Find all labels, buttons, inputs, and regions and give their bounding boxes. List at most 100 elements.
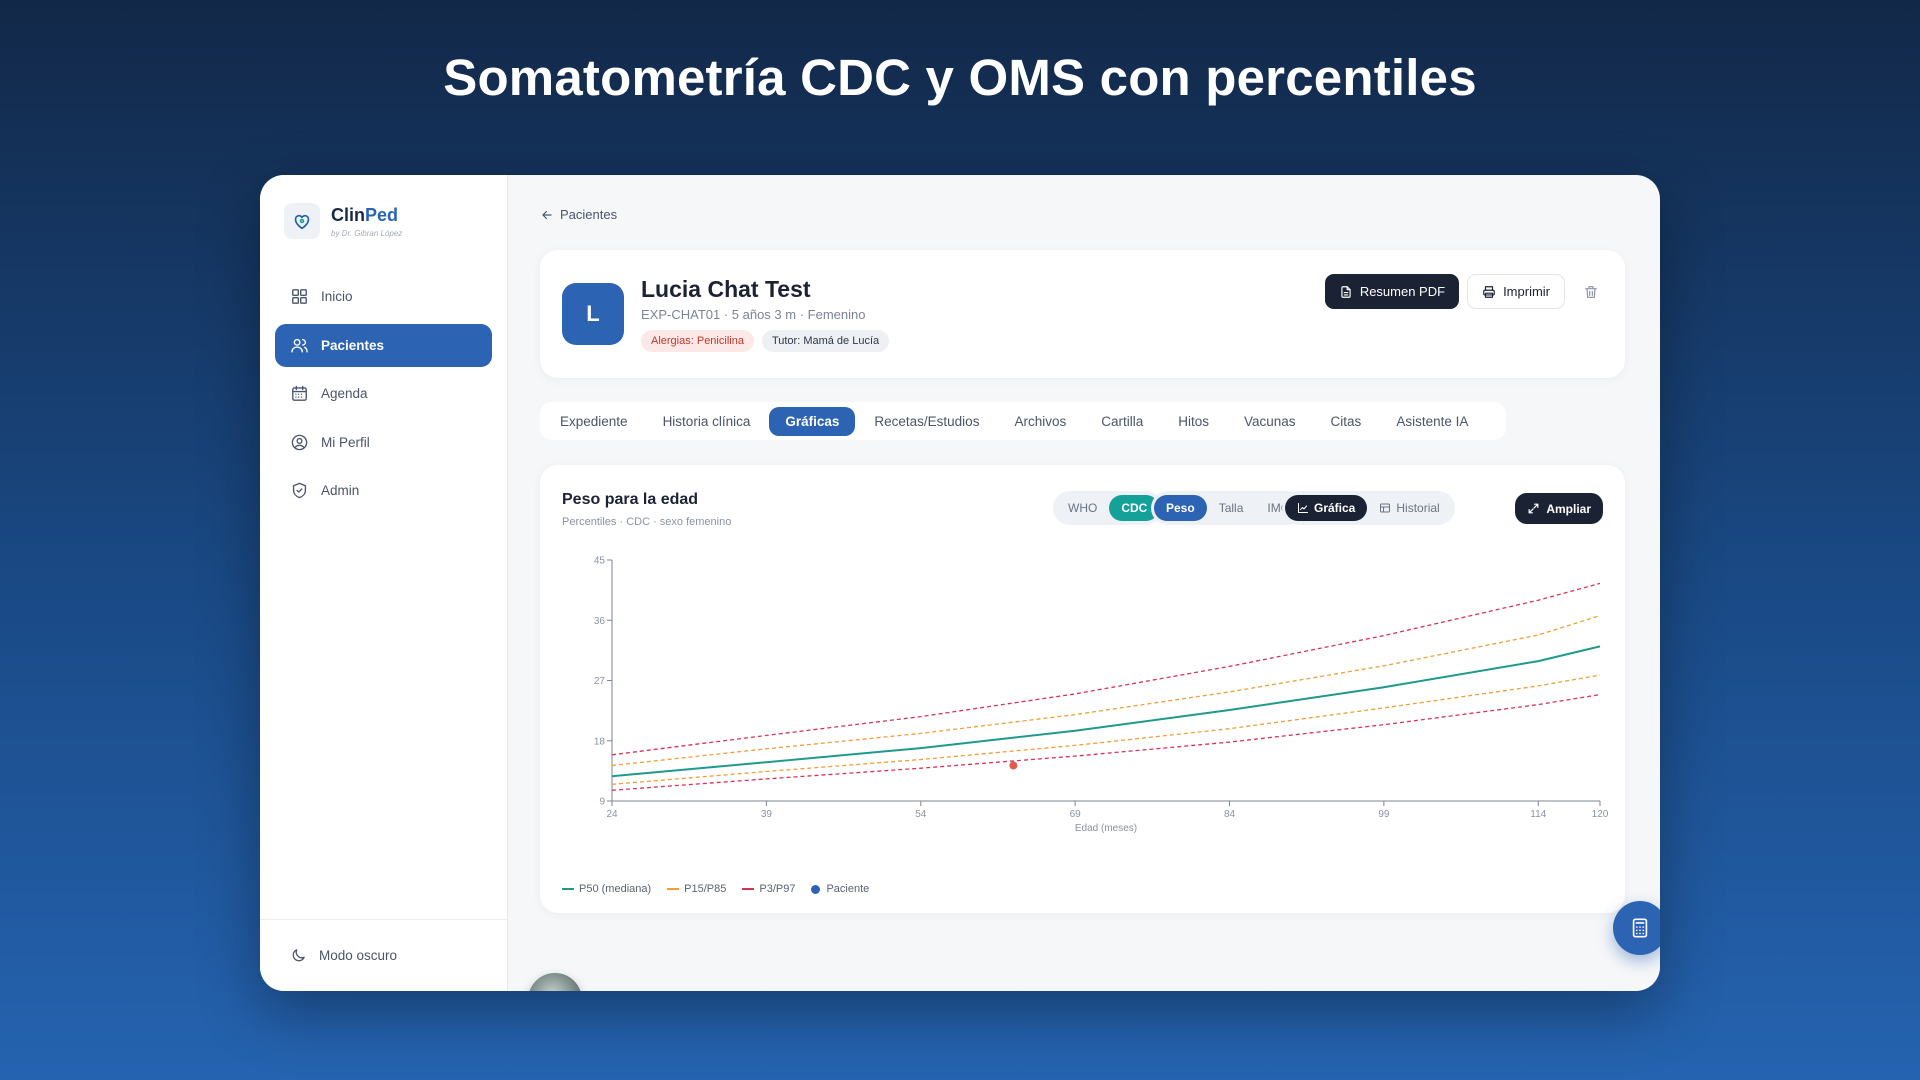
tab-asistente-ia[interactable]: Asistente IA [1396, 413, 1469, 429]
y-tick-label: 27 [594, 676, 606, 687]
shield-icon [292, 482, 307, 499]
y-tick-label: 45 [594, 556, 606, 567]
tab-citas[interactable]: Citas [1330, 413, 1362, 429]
series-line-p97 [611, 582, 1601, 756]
summary-pdf-label: Resumen PDF [1359, 284, 1446, 299]
dark-mode-toggle[interactable]: Modo oscuro [260, 919, 507, 991]
x-tick-label: 54 [915, 809, 927, 820]
legend-swatch [667, 888, 680, 890]
sidebar-item-mi-perfil[interactable]: Mi Perfil [275, 421, 492, 464]
view-chart-option[interactable]: Gráfica [1285, 495, 1368, 521]
brand-name: ClinPed [331, 204, 399, 225]
x-tick-label: 120 [1592, 809, 1609, 820]
calendar-icon [292, 385, 307, 401]
expand-icon [1528, 503, 1539, 514]
tab-archivos[interactable]: Archivos [1014, 413, 1067, 429]
sidebar-item-label: Mi Perfil [321, 434, 370, 450]
sidebar-item-agenda[interactable]: Agenda [275, 372, 492, 415]
calculator-fab[interactable] [1613, 901, 1660, 955]
measure-talla-option[interactable]: Talla [1218, 501, 1244, 515]
tab-cartilla[interactable]: Cartilla [1101, 413, 1144, 429]
x-tick-label: 24 [606, 809, 618, 820]
table-icon [1380, 503, 1391, 513]
moon-icon [292, 949, 305, 962]
series-line-p85 [611, 614, 1601, 767]
legend-item: P3/P97 [742, 883, 795, 895]
tab-expediente[interactable]: Expediente [560, 413, 628, 429]
tab-hitos[interactable]: Hitos [1178, 413, 1209, 429]
source-cdc-option[interactable]: CDC [1109, 495, 1160, 521]
view-history-label: Historial [1396, 501, 1440, 515]
tab-graficas[interactable]: Gráficas [769, 406, 856, 436]
tutor-badge: Tutor: Mamá de Lucía [761, 330, 890, 352]
legend-label: Paciente [826, 883, 870, 895]
view-history-option[interactable]: Historial [1367, 495, 1451, 521]
back-link[interactable]: Pacientes [540, 207, 617, 222]
legend-swatch [811, 884, 821, 894]
assistant-orb[interactable] [528, 973, 582, 991]
x-tick-label: 84 [1224, 809, 1236, 820]
growth-plot: 9 18 27 36 45 24 39 54 69 84 99 114 120 Edad (meses) [594, 556, 1609, 835]
x-tick-label: 39 [761, 809, 773, 820]
file-icon [1341, 285, 1351, 298]
avatar: L [562, 283, 624, 345]
app-window: ClinPed by Dr. Gibran López Inicio Pacie… [260, 175, 1660, 991]
measure-peso-option[interactable]: Peso [1154, 495, 1207, 521]
tab-vacunas[interactable]: Vacunas [1244, 413, 1296, 429]
y-tick-label: 36 [594, 616, 606, 627]
page-headline: Somatometría CDC y OMS con percentiles [443, 49, 1477, 106]
source-toggle: WHO CDC [1053, 491, 1163, 525]
delete-button[interactable] [1579, 280, 1603, 304]
y-tick-label: 9 [599, 797, 605, 808]
summary-pdf-button[interactable]: Resumen PDF [1324, 274, 1460, 309]
sidebar-item-admin[interactable]: Admin [275, 469, 492, 512]
line-chart-icon [1298, 503, 1308, 513]
series-line-p50 [611, 645, 1601, 778]
sidebar-item-inicio[interactable]: Inicio [275, 275, 492, 318]
sidebar-item-label: Pacientes [321, 337, 385, 353]
allergy-badge: Alergias: Penicilina [641, 330, 754, 352]
x-axis-label: Edad (meses) [1075, 823, 1137, 834]
arrow-left-icon [542, 210, 552, 219]
legend-swatch [562, 888, 574, 890]
sidebar-item-pacientes[interactable]: Pacientes [275, 323, 492, 367]
user-circle-icon [291, 434, 308, 450]
legend-swatch [742, 888, 755, 890]
y-tick-label: 18 [594, 736, 606, 747]
view-toggle: Gráfica Historial [1282, 491, 1455, 525]
users-icon [291, 338, 308, 353]
print-button[interactable]: Imprimir [1467, 274, 1565, 309]
grid-icon [292, 289, 307, 304]
sidebar-nav: Inicio Pacientes Agenda Mi Perfil Admin [275, 275, 492, 518]
legend-label: P3/P97 [759, 883, 796, 895]
x-tick-label: 114 [1530, 809, 1546, 820]
main-content: Pacientes L Lucia Chat Test EXP-CHAT01 ·… [508, 175, 1660, 991]
tab-recetas-estudios[interactable]: Recetas/Estudios [874, 413, 980, 429]
record-tabs: Expediente Historia clínica Gráficas Rec… [540, 402, 1506, 440]
expand-label: Ampliar [1546, 501, 1591, 516]
legend-label: P50 (mediana) [579, 883, 652, 895]
sidebar-item-label: Agenda [321, 386, 368, 401]
series-line-p15 [611, 674, 1601, 785]
source-who-option[interactable]: WHO [1068, 501, 1098, 515]
patient-name: Lucia Chat Test [641, 276, 811, 302]
patient-point [1009, 761, 1018, 770]
expand-button[interactable]: Ampliar [1515, 493, 1603, 524]
print-label: Imprimir [1503, 284, 1550, 299]
sidebar-item-label: Inicio [321, 289, 353, 304]
stethoscope-heart-icon [284, 203, 320, 239]
dark-mode-label: Modo oscuro [319, 948, 398, 963]
tab-historia-clinica[interactable]: Historia clínica [662, 413, 751, 429]
chart-subtitle: Percentiles · CDC · sexo femenino [562, 516, 732, 528]
chart-legend: P50 (mediana) P15/P85 P3/P97 Paciente [562, 883, 885, 895]
legend-label: P15/P85 [684, 883, 727, 895]
calculator-icon [1632, 918, 1648, 938]
view-chart-label: Gráfica [1314, 501, 1356, 515]
growth-chart-card: Peso para la edad Percentiles · CDC · se… [540, 465, 1625, 913]
legend-item: Paciente [811, 883, 869, 895]
chart-title: Peso para la edad [562, 491, 699, 508]
printer-icon [1483, 285, 1495, 298]
sidebar-item-label: Admin [321, 483, 360, 498]
sidebar: ClinPed by Dr. Gibran López Inicio Pacie… [260, 175, 508, 991]
x-tick-label: 69 [1070, 809, 1082, 820]
